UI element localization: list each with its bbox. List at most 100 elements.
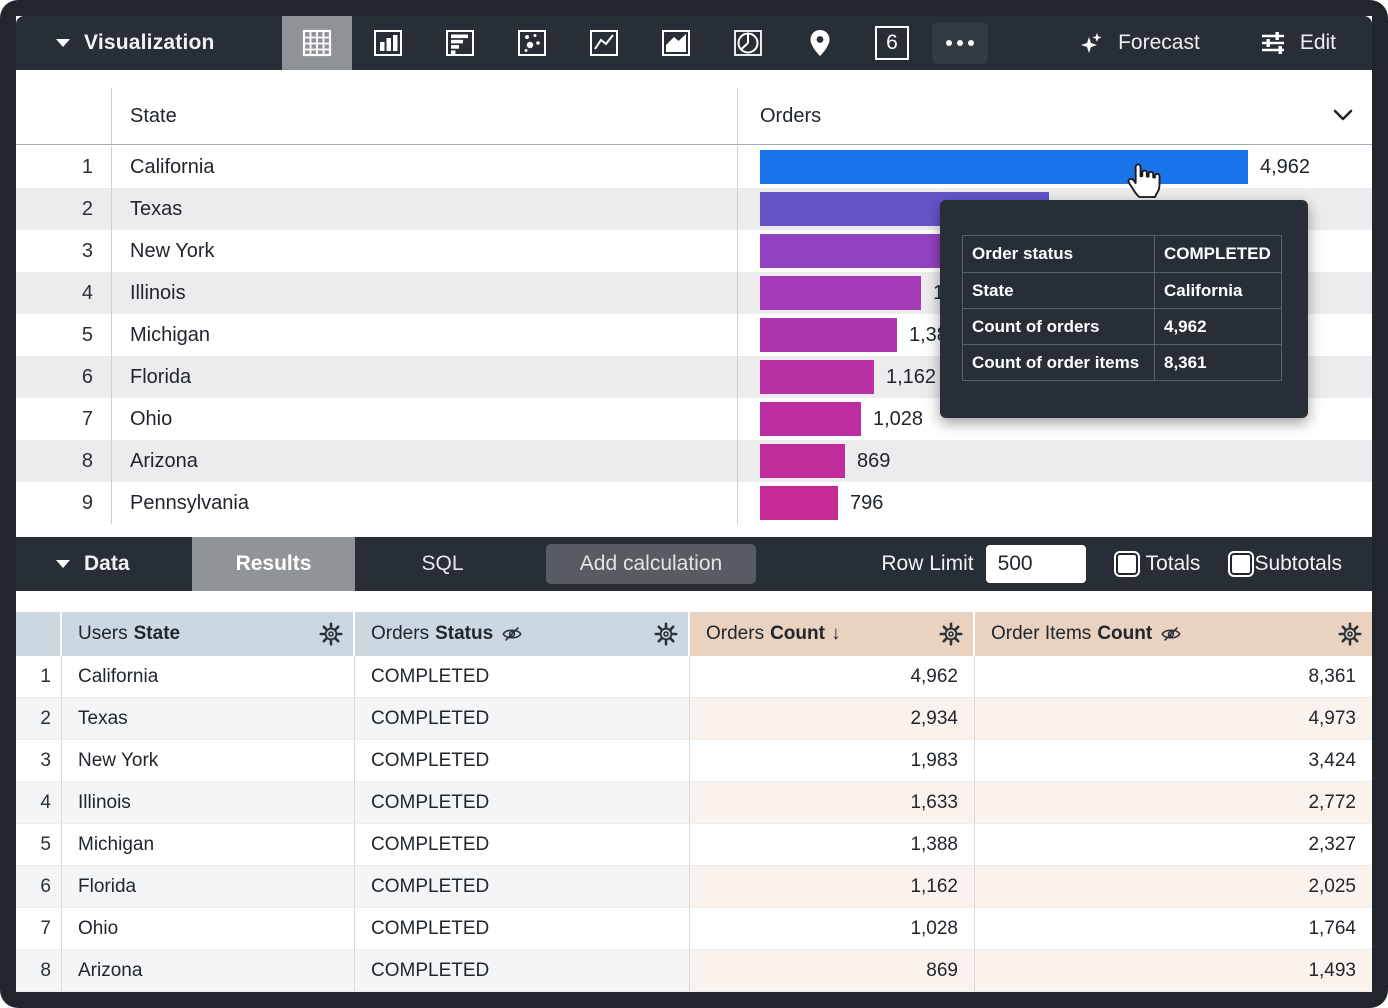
table-row: 7 Ohio COMPLETED 1,028 1,764 bbox=[16, 908, 1372, 950]
row-number-cell[interactable]: 5 bbox=[16, 824, 62, 865]
orders-count-cell[interactable]: 4,962 bbox=[690, 656, 975, 697]
forecast-sparkle-icon bbox=[1081, 33, 1102, 53]
row-number-cell[interactable]: 1 bbox=[16, 656, 62, 697]
column-header-state[interactable]: Users State bbox=[62, 612, 355, 656]
header-view-prefix: Orders bbox=[371, 623, 430, 644]
data-row-number-header bbox=[16, 612, 62, 656]
single-value-icon: 6 bbox=[875, 26, 909, 60]
vis-orders-column-header[interactable]: Orders bbox=[738, 88, 1372, 144]
column-header-status[interactable]: Orders Status bbox=[355, 612, 690, 656]
row-number-cell[interactable]: 7 bbox=[16, 908, 62, 949]
state-cell[interactable]: Ohio bbox=[62, 908, 355, 949]
visualization-title: Visualization bbox=[84, 31, 215, 54]
state-cell[interactable]: Illinois bbox=[62, 782, 355, 823]
vis-state-cell: California bbox=[112, 146, 738, 188]
gear-icon[interactable] bbox=[939, 622, 963, 646]
status-cell[interactable]: COMPLETED bbox=[355, 824, 690, 865]
more-vis-types-button[interactable] bbox=[928, 16, 992, 70]
status-cell[interactable]: COMPLETED bbox=[355, 782, 690, 823]
data-section-toggle[interactable]: Data bbox=[16, 552, 192, 576]
orders-count-cell[interactable]: 1,633 bbox=[690, 782, 975, 823]
state-cell[interactable]: Michigan bbox=[62, 824, 355, 865]
state-cell[interactable]: Arizona bbox=[62, 950, 355, 991]
subtotals-checkbox[interactable] bbox=[1230, 553, 1253, 575]
orders-count-cell[interactable]: 869 bbox=[690, 950, 975, 991]
status-cell[interactable]: COMPLETED bbox=[355, 950, 690, 991]
collapse-caret-icon bbox=[56, 560, 70, 568]
add-calculation-button[interactable]: Add calculation bbox=[546, 544, 756, 584]
edit-button[interactable]: Edit bbox=[1258, 28, 1336, 58]
row-number-cell[interactable]: 3 bbox=[16, 740, 62, 781]
vis-table-row: 7 Ohio 1,028 bbox=[16, 398, 1372, 440]
vis-row-number: 2 bbox=[16, 188, 112, 230]
status-cell[interactable]: COMPLETED bbox=[355, 698, 690, 739]
orders-count-cell[interactable]: 1,983 bbox=[690, 740, 975, 781]
vis-state-column-header[interactable]: State bbox=[112, 88, 738, 144]
tab-sql[interactable]: SQL bbox=[421, 552, 464, 575]
totals-control: Totals bbox=[1115, 552, 1200, 576]
order-items-count-cell[interactable]: 1,764 bbox=[1308, 917, 1356, 939]
orders-bar[interactable] bbox=[760, 444, 845, 478]
orders-bar[interactable] bbox=[760, 486, 838, 520]
vis-type-line-chart-button[interactable] bbox=[568, 16, 640, 70]
gear-icon[interactable] bbox=[654, 622, 678, 646]
orders-bar[interactable] bbox=[760, 360, 874, 394]
vis-type-area-chart-button[interactable] bbox=[640, 16, 712, 70]
orders-count-cell[interactable]: 1,162 bbox=[690, 866, 975, 907]
vis-type-pie-chart-button[interactable] bbox=[712, 16, 784, 70]
data-table-header: Users State Orders Status Orders Count ↓ Order … bbox=[16, 612, 1372, 656]
state-cell[interactable]: Florida bbox=[62, 866, 355, 907]
column-header-count[interactable]: Orders Count ↓ bbox=[690, 612, 975, 656]
order-items-count-cell[interactable]: 3,424 bbox=[1308, 749, 1356, 771]
orders-count-cell[interactable]: 1,388 bbox=[690, 824, 975, 865]
orders-bar[interactable] bbox=[760, 276, 921, 310]
status-cell[interactable]: COMPLETED bbox=[355, 866, 690, 907]
order-items-count-cell[interactable]: 2,772 bbox=[975, 782, 1372, 823]
vis-type-row-chart-button[interactable] bbox=[424, 16, 496, 70]
vis-type-map-button[interactable] bbox=[784, 16, 856, 70]
status-cell[interactable]: COMPLETED bbox=[355, 656, 690, 697]
orders-bar[interactable] bbox=[760, 150, 1248, 184]
sort-desc-icon: ↓ bbox=[830, 623, 841, 644]
orders-bar[interactable] bbox=[760, 318, 897, 352]
vis-table-header: State Orders bbox=[16, 88, 1372, 145]
hand-cursor bbox=[1127, 163, 1161, 199]
vis-type-scatter-button[interactable] bbox=[496, 16, 568, 70]
order-items-count-cell[interactable]: 1,493 bbox=[975, 950, 1372, 991]
collapse-caret-icon bbox=[56, 39, 70, 47]
vis-type-single-value-button[interactable]: 6 bbox=[856, 16, 928, 70]
orders-bar[interactable] bbox=[760, 402, 861, 436]
forecast-button[interactable]: Forecast bbox=[1078, 29, 1200, 57]
row-limit-input[interactable] bbox=[985, 545, 1086, 583]
order-items-count-cell[interactable]: 4,973 bbox=[975, 698, 1372, 739]
gear-icon[interactable] bbox=[319, 622, 343, 646]
orders-count-cell[interactable]: 1,028 bbox=[690, 908, 975, 949]
state-cell[interactable]: Texas bbox=[62, 698, 355, 739]
header-field-label: State bbox=[133, 623, 181, 644]
row-number-cell[interactable]: 6 bbox=[16, 866, 62, 907]
order-items-count-cell[interactable]: 2,327 bbox=[1308, 833, 1356, 855]
vis-table-row: 8 Arizona 869 bbox=[16, 440, 1372, 482]
vis-type-bar-chart-button[interactable] bbox=[352, 16, 424, 70]
tab-results[interactable]: Results bbox=[192, 537, 355, 591]
table-row: 2 Texas COMPLETED 2,934 4,973 bbox=[16, 698, 1372, 740]
totals-checkbox[interactable] bbox=[1115, 553, 1138, 575]
row-number-cell[interactable]: 2 bbox=[16, 698, 62, 739]
vis-type-table-button[interactable] bbox=[282, 16, 352, 70]
row-number-cell[interactable]: 4 bbox=[16, 782, 62, 823]
visualization-section-toggle[interactable]: Visualization bbox=[16, 31, 282, 55]
orders-count-cell[interactable]: 2,934 bbox=[690, 698, 975, 739]
chevron-down-icon[interactable] bbox=[1332, 108, 1354, 122]
gear-icon[interactable] bbox=[1338, 622, 1362, 646]
order-items-count-cell[interactable]: 2,025 bbox=[975, 866, 1372, 907]
orders-bar[interactable] bbox=[760, 234, 955, 268]
order-items-count-cell[interactable]: 8,361 bbox=[1308, 665, 1356, 687]
row-number-cell[interactable]: 8 bbox=[16, 950, 62, 991]
state-cell[interactable]: New York bbox=[62, 740, 355, 781]
status-cell[interactable]: COMPLETED bbox=[355, 908, 690, 949]
column-header-count[interactable]: Order Items Count bbox=[975, 612, 1372, 656]
tooltip-label: State bbox=[963, 273, 1155, 308]
vis-row-number-header bbox=[16, 88, 112, 144]
state-cell[interactable]: California bbox=[62, 656, 355, 697]
status-cell[interactable]: COMPLETED bbox=[355, 740, 690, 781]
